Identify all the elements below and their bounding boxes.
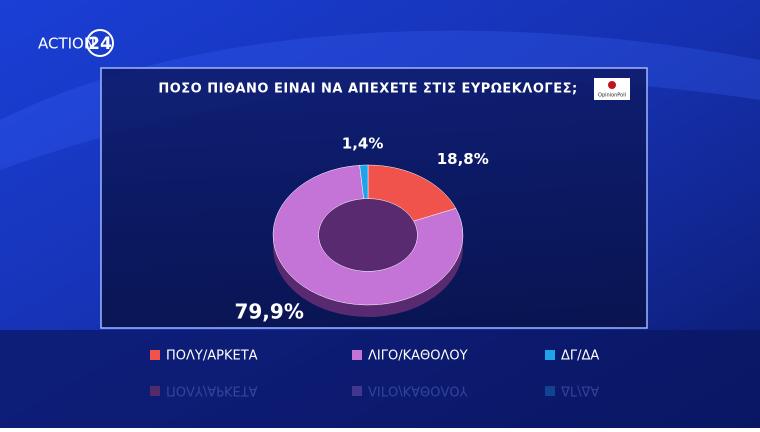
brand-ring (86, 29, 114, 57)
value-label: 79,9% (234, 299, 303, 323)
legend-label: ΛΙΓΟ/ΚΑΘΟΛΟΥ (368, 349, 468, 364)
brand-number: 24 (88, 34, 112, 54)
legend-reflection: ΔΓ/ΔΑ (545, 383, 599, 398)
legend-label: ΔΓ/ΔΑ (561, 349, 599, 364)
chart-title: ΠΟΣΟ ΠΙΘΑΝΟ ΕΙΝΑΙ ΝΑ ΑΠΕΧΕΤΕ ΣΤΙΣ ΕΥΡΩΕΚ… (158, 82, 577, 97)
value-label: 18,8% (437, 150, 489, 168)
brand-name: ACTION (38, 35, 95, 53)
legend-swatch (545, 350, 555, 360)
legend-reflection: ΛΙΓΟ/ΚΑΘΟΛΟΥ (352, 383, 468, 398)
legend-label: ΠΟΛΥ/ΑΡΚΕΤΑ (166, 349, 258, 364)
donut-segment (272, 165, 464, 306)
legend-label-reflection: ΠΟΛΥ/ΑΡΚΕΤΑ (166, 383, 258, 398)
legend-swatch (352, 350, 362, 360)
legend-label-reflection: ΛΙΓΟ/ΚΑΘΟΛΟΥ (368, 383, 468, 398)
pollster-name: OpinionPoll (598, 93, 626, 99)
donut-segment (359, 164, 369, 200)
swoosh (0, 30, 760, 170)
legend-swatch-reflection (150, 386, 160, 396)
legend-swatch (150, 350, 160, 360)
legend-label-reflection: ΔΓ/ΔΑ (561, 383, 599, 398)
legend-swatch-reflection (545, 386, 555, 396)
legend-reflection: ΠΟΛΥ/ΑΡΚΕΤΑ (150, 383, 258, 398)
floor (0, 330, 760, 428)
legend-swatch-reflection (352, 386, 362, 396)
value-label: 1,4% (342, 135, 384, 153)
pollster-dot (608, 81, 616, 89)
